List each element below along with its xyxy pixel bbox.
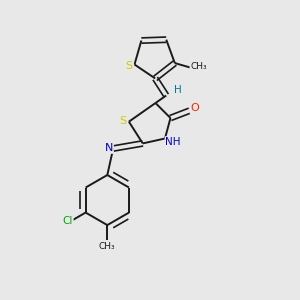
Text: N: N [105,143,113,153]
Text: S: S [119,116,126,126]
Text: CH₃: CH₃ [99,242,116,251]
Text: O: O [190,103,199,113]
Text: CH₃: CH₃ [190,61,207,70]
Text: S: S [126,61,133,71]
Text: H: H [173,85,181,95]
Text: Cl: Cl [62,216,73,226]
Text: NH: NH [166,137,181,147]
